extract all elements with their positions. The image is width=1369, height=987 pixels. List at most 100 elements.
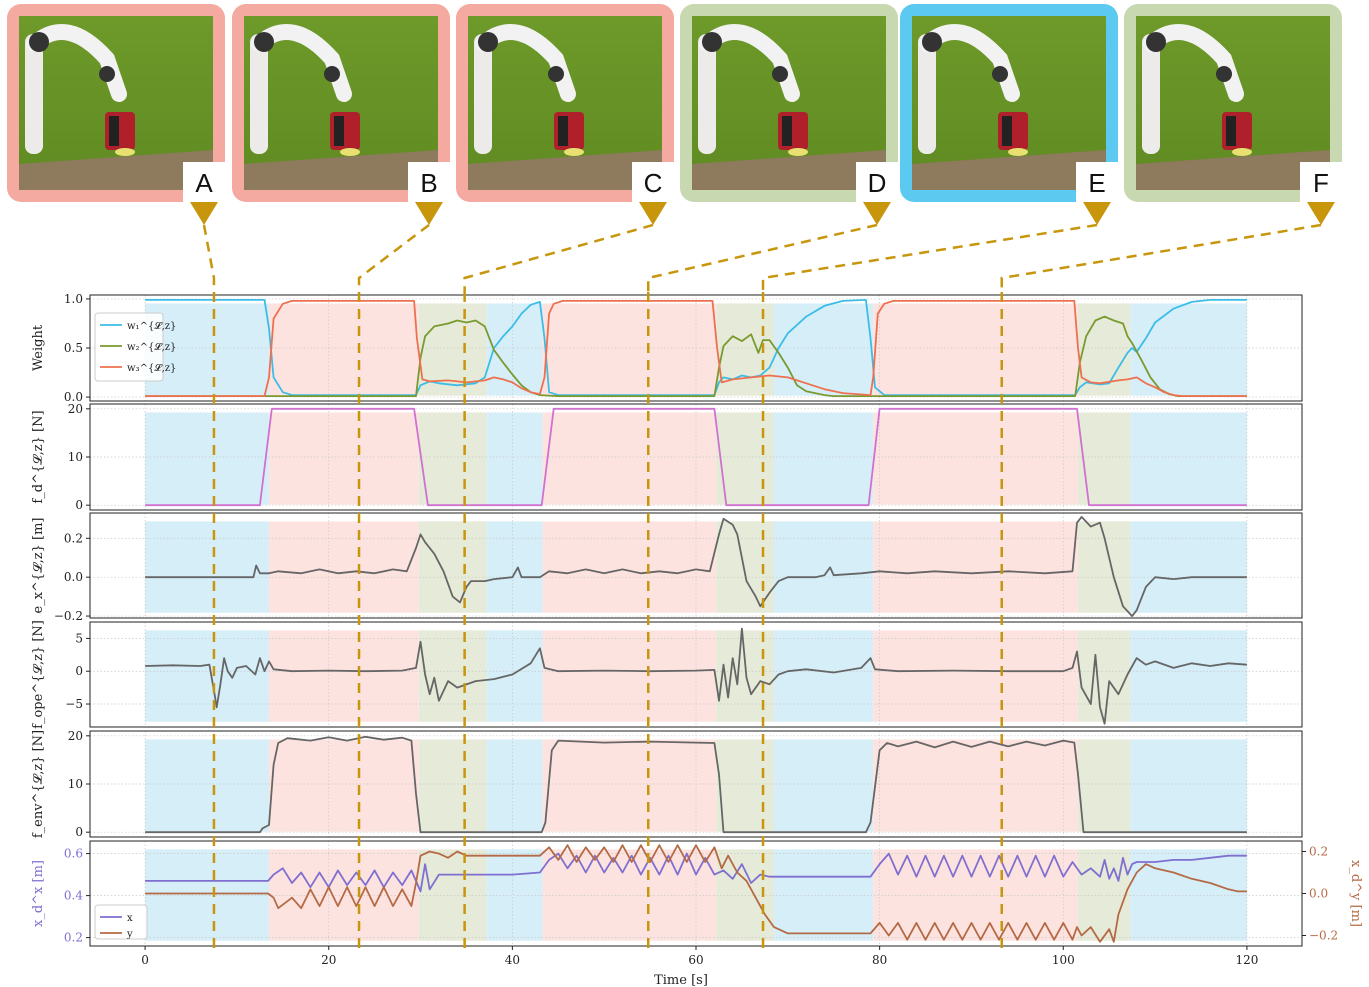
photo-a: A <box>7 4 225 225</box>
y-tick-label: 0.5 <box>64 341 83 355</box>
photo-f: F <box>1124 4 1342 225</box>
legend-box <box>94 904 148 940</box>
phase-band <box>774 303 874 396</box>
y-tick-label: 1.0 <box>64 292 83 306</box>
y-tick-label: 5 <box>75 631 83 645</box>
phase-band <box>774 849 874 941</box>
series-line-1 <box>145 735 1247 834</box>
robot-base <box>474 34 492 154</box>
photo-label-box <box>1300 162 1342 202</box>
drill-grip <box>109 116 119 146</box>
phase-band <box>873 630 1078 722</box>
photo-label: B <box>420 168 437 198</box>
phase-band <box>145 303 270 396</box>
phase-band <box>486 849 543 941</box>
phase-band <box>542 521 717 613</box>
panel-1: 0.0 0.5 1.0 Weight w₁^{𝓛,z} w₂^{𝓛,z} w₃^{𝓛,z} <box>31 292 1303 404</box>
y-tick-label: 10 <box>68 777 83 791</box>
table-surface <box>468 150 662 190</box>
y-tick-label: 0 <box>75 825 83 839</box>
robot-base <box>918 34 936 154</box>
robot-joint <box>99 66 115 82</box>
phase-band <box>1130 303 1247 396</box>
photo-label-box <box>856 162 898 202</box>
panel-2: 0 10 20 f_d^{𝓛,z} [N] <box>31 402 1303 512</box>
y-tick-label: 0.0 <box>64 390 83 404</box>
phase-band <box>418 521 487 613</box>
photo-label-box <box>408 162 450 202</box>
table-surface <box>912 150 1106 190</box>
phase-band <box>1130 630 1247 722</box>
panel-frame <box>89 512 1303 619</box>
x-tick-label: 0 <box>141 953 149 967</box>
marker-connector <box>647 223 878 292</box>
phase-band <box>269 630 419 722</box>
series-line-2 <box>145 315 1247 397</box>
photo-label: A <box>195 168 213 198</box>
x-tick-label: 120 <box>1235 953 1258 967</box>
panel-3: −0.2 0.0 0.2 e_x^{𝓛,z} [m] <box>31 512 1303 623</box>
phase-band <box>486 521 543 613</box>
robot-joint <box>922 32 942 52</box>
robot-base <box>25 34 43 154</box>
marker-connector <box>761 223 1098 292</box>
robot-joint <box>772 66 788 82</box>
y-tick-label-right: 0.2 <box>1309 845 1328 859</box>
table-surface <box>1136 150 1330 190</box>
y-tick-label: 0.6 <box>64 847 83 861</box>
x-tick-label: 20 <box>321 953 336 967</box>
y-tick-label: 0 <box>75 498 83 512</box>
polishing-pad <box>340 148 360 156</box>
marker-connector <box>357 224 430 292</box>
drill-grip <box>558 116 568 146</box>
phase-band <box>418 849 487 941</box>
phase-band <box>716 849 775 941</box>
phase-band <box>542 739 717 832</box>
phase-band <box>716 739 775 832</box>
marker-connector <box>202 224 216 292</box>
legend-label: w₂^{𝓛,z} <box>127 341 176 353</box>
phase-band <box>418 739 487 832</box>
phase-band <box>873 412 1078 505</box>
robot-joint <box>29 32 49 52</box>
marker-triangle <box>190 202 218 225</box>
phase-band <box>1130 849 1247 941</box>
y-tick-label-right: 0.0 <box>1309 887 1328 901</box>
robot-joint <box>254 32 274 52</box>
phase-band <box>145 521 270 613</box>
series-line-1 <box>145 627 1247 725</box>
drill-grip <box>334 116 344 146</box>
y-axis-label: Weight <box>31 324 46 371</box>
robot-base <box>250 34 268 154</box>
phase-band <box>716 412 775 505</box>
marker-triangle <box>415 202 443 225</box>
phase-band <box>486 412 543 505</box>
x-tick-label: 60 <box>688 953 703 967</box>
y-axis-label: f_env^{𝓛,z} [N] <box>31 730 46 838</box>
photo-e: E <box>900 4 1118 225</box>
marker-triangle <box>1307 202 1335 225</box>
phase-band <box>269 521 419 613</box>
y-tick-label: 10 <box>68 450 83 464</box>
photo-label-box <box>1076 162 1118 202</box>
x-axis-label: Time [s] <box>654 973 708 987</box>
phase-band <box>542 630 717 722</box>
legend-label: x <box>127 913 133 924</box>
marker-connector <box>463 223 654 292</box>
y-axis-label: e_x^{𝓛,z} [m] <box>31 518 46 614</box>
phase-band <box>1077 412 1131 505</box>
y-tick-label: 0 <box>75 664 83 678</box>
series-line-1 <box>145 299 1247 396</box>
series-line-1 <box>145 516 1247 617</box>
panel-6: 0.2 0.4 0.6 x_d^x [m] −0.2 0.0 0.2 x_d^y [m] xy 0… <box>31 840 1363 987</box>
phase-band <box>486 630 543 722</box>
y-tick-label-right: −0.2 <box>1309 929 1338 943</box>
photo-label: F <box>1313 168 1329 198</box>
marker-triangle <box>639 202 667 225</box>
polishing-pad <box>1232 148 1252 156</box>
x-tick-label: 80 <box>872 953 887 967</box>
polishing-pad <box>564 148 584 156</box>
photo-c: C <box>456 4 674 225</box>
